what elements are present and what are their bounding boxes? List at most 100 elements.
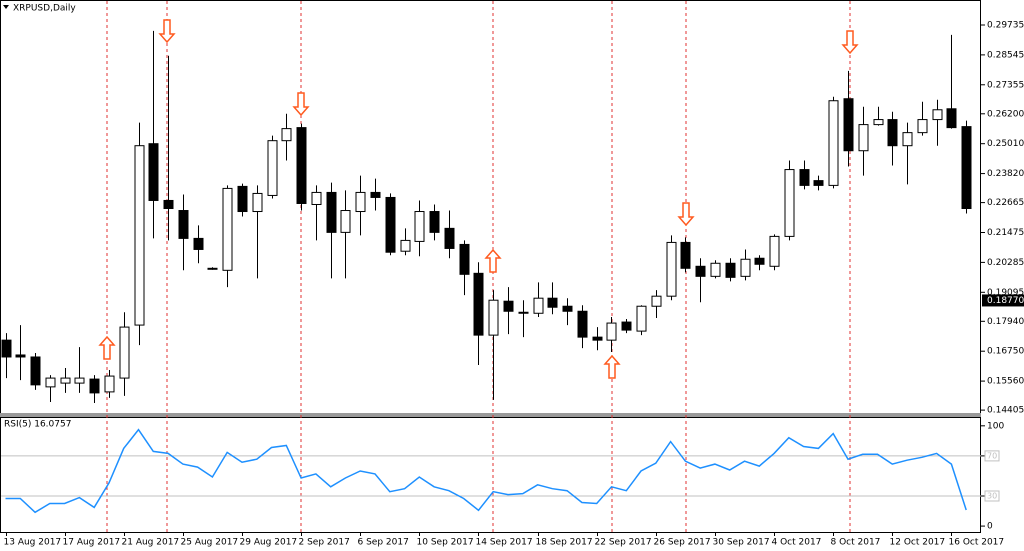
- candle-body: [651, 295, 662, 307]
- candle-body: [30, 356, 41, 386]
- candle-body: [695, 265, 706, 277]
- level-label-box: [984, 490, 1000, 502]
- y-tick-label: 0.26200: [987, 109, 1024, 119]
- candle-body: [473, 272, 484, 336]
- candle-body: [503, 300, 514, 312]
- candle-body: [237, 185, 248, 213]
- x-tick-label: 14 Sep 2017: [476, 538, 533, 548]
- candle-body: [666, 241, 677, 297]
- candle-body: [296, 127, 307, 204]
- candle-body: [740, 258, 751, 277]
- candle-body: [1, 339, 12, 358]
- x-tick-label: 13 Aug 2017: [4, 538, 62, 548]
- y-tick-label: 70: [987, 451, 997, 460]
- rsi-pane-frame: [0, 417, 981, 533]
- candle-body: [163, 199, 174, 210]
- y-tick-label: 0.27355: [987, 80, 1024, 90]
- x-tick-label: 29 Aug 2017: [240, 538, 298, 548]
- candle-body: [45, 377, 56, 388]
- candle-body: [252, 192, 263, 213]
- x-tick-label: 30 Sep 2017: [713, 538, 770, 548]
- candle-body: [946, 108, 957, 129]
- candle-body: [858, 124, 869, 152]
- down-arrow: [841, 30, 859, 55]
- candle-body: [459, 243, 470, 275]
- candle-body: [74, 377, 85, 384]
- x-tick-label: 18 Sep 2017: [536, 538, 593, 548]
- y-tick-label: 100: [987, 421, 1004, 431]
- candle-body: [799, 169, 810, 186]
- rsi-line: [5, 428, 967, 514]
- candle-body: [784, 169, 795, 237]
- y-tick-label: 0.22665: [987, 198, 1024, 208]
- candle-body: [547, 297, 558, 308]
- candle-body: [134, 145, 145, 326]
- candle-body: [60, 377, 71, 384]
- candles: [1, 30, 972, 403]
- y-tick-label: 30: [987, 492, 997, 501]
- x-tick-label: 26 Sep 2017: [654, 538, 711, 548]
- y-tick-label: 0.16750: [987, 347, 1024, 357]
- menu-triangle: [3, 5, 9, 9]
- x-tick-label: 22 Sep 2017: [595, 538, 652, 548]
- candle-body: [207, 267, 218, 270]
- candle-body: [621, 321, 632, 331]
- y-tick-label: 0.15560: [987, 377, 1024, 387]
- candle-body: [429, 211, 440, 233]
- candle-body: [326, 191, 337, 233]
- candle-body: [370, 191, 381, 198]
- candle-body: [769, 235, 780, 267]
- candle-body: [828, 100, 839, 186]
- chart-title: XRPUSD,Daily: [13, 4, 76, 14]
- rsi-title: RSI(5) 16.0757: [4, 420, 71, 430]
- down-arrow: [677, 202, 695, 227]
- x-tick-label: 21 Aug 2017: [122, 538, 180, 548]
- candle-body: [148, 143, 159, 201]
- candle-body: [193, 237, 204, 250]
- candle-body: [843, 98, 854, 152]
- level-label-box: [984, 450, 1000, 462]
- candle-body: [281, 128, 292, 142]
- candle-body: [710, 262, 721, 277]
- up-arrow: [603, 354, 621, 379]
- x-tick-label: 2 Sep 2017: [299, 538, 350, 548]
- x-tick-label: 12 Oct 2017: [890, 538, 946, 548]
- candle-body: [488, 299, 499, 336]
- candle-body: [533, 297, 544, 314]
- signal-arrows: [98, 19, 859, 379]
- y-tick-label: 0.28545: [987, 50, 1024, 60]
- x-tick-label: 8 Oct 2017: [831, 538, 881, 548]
- y-tick-label: 0.21475: [987, 228, 1024, 238]
- candle-body: [606, 322, 617, 341]
- current-price-box: [982, 294, 1024, 307]
- candle-body: [311, 191, 322, 205]
- candle-body: [577, 310, 588, 338]
- current-price-label: 0.18770: [987, 296, 1024, 306]
- candle-body: [932, 109, 943, 121]
- candle-body: [680, 241, 691, 269]
- candle-body: [15, 354, 26, 358]
- candle-body: [222, 187, 233, 271]
- candle-body: [902, 132, 913, 147]
- y-tick-label: 0.19095: [987, 288, 1024, 298]
- candle-body: [104, 375, 115, 393]
- x-tick-label: 16 Oct 2017: [949, 538, 1005, 548]
- y-tick-label: 0.29735: [987, 20, 1024, 30]
- candle-body: [518, 311, 529, 314]
- candle-body: [813, 180, 824, 186]
- y-tick-label: 0.23820: [987, 169, 1024, 179]
- y-tick-label: 0.20285: [987, 258, 1024, 268]
- candle-body: [400, 239, 411, 252]
- candle-body: [119, 326, 130, 379]
- y-tick-label: 0.25010: [987, 139, 1024, 149]
- candle-body: [917, 119, 928, 134]
- candle-body: [444, 227, 455, 249]
- candle-body: [414, 211, 425, 242]
- candle-body: [562, 305, 573, 312]
- y-tick-label: 0: [987, 522, 993, 532]
- candle-body: [355, 191, 366, 213]
- candle-body: [887, 119, 898, 147]
